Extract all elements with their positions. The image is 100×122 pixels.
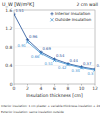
data-label: 0.69 <box>43 46 52 51</box>
note: Exterior insulation: same insulation out… <box>1 110 64 114</box>
series-line <box>14 14 95 69</box>
grid-line <box>14 84 95 85</box>
point-marker <box>80 66 83 69</box>
x-tick-label: 0 <box>13 86 16 91</box>
point-marker <box>39 52 42 55</box>
data-label: 0.91 <box>18 43 27 48</box>
y-tick-label: 1.6 <box>5 8 12 13</box>
data-label: 0.96 <box>29 34 38 39</box>
data-label: 0.42 <box>58 65 67 70</box>
x-tick-label: 8 <box>67 86 70 91</box>
data-label: 0.54 <box>56 53 65 58</box>
x-tick-label: 2 <box>26 86 29 91</box>
annotation: 2 cm wall <box>76 2 98 7</box>
data-label: 1.51 <box>16 8 25 13</box>
data-label: 0.44 <box>70 58 79 63</box>
grid-line <box>14 28 95 29</box>
note: Interior insulation: 1 cm plaster + vari… <box>1 104 100 108</box>
plot-frame <box>14 10 95 84</box>
legend-label: Outside insulation <box>55 17 92 22</box>
legend-marker <box>50 12 53 15</box>
y-tick-label: 0.8 <box>5 45 12 50</box>
data-label: 0.35 <box>72 68 81 73</box>
data-label: 0.51 <box>45 61 54 66</box>
x-tick-label: 6 <box>53 86 56 91</box>
x-tick-label: 4 <box>40 86 43 91</box>
x-axis-title: Insulation thickness [cm] <box>26 93 83 98</box>
x-tick-label: 10 <box>79 86 85 91</box>
x-tick-label: 12 <box>92 86 98 91</box>
legend-marker <box>50 18 53 21</box>
point-marker <box>66 63 69 66</box>
point-marker <box>93 69 95 72</box>
point-marker <box>53 59 56 62</box>
data-label: 0.3 <box>87 71 94 76</box>
y-tick-label: 0.4 <box>5 63 12 68</box>
y-axis-title: U_W [W/m²K] <box>2 2 34 8</box>
grid-line <box>14 47 95 48</box>
legend-label: Interior insulation <box>55 11 91 16</box>
series-line <box>28 42 96 70</box>
marks <box>14 13 95 72</box>
chart: 00.40.81.21.6024681012U_W [W/m²K]2 cm wa… <box>0 0 100 122</box>
data-label: 0.66 <box>31 54 40 59</box>
y-tick-label: 1.2 <box>5 26 12 31</box>
point-marker <box>26 40 29 43</box>
data-label: 0.37 <box>83 61 92 66</box>
data-label: 0.32 <box>97 63 100 68</box>
